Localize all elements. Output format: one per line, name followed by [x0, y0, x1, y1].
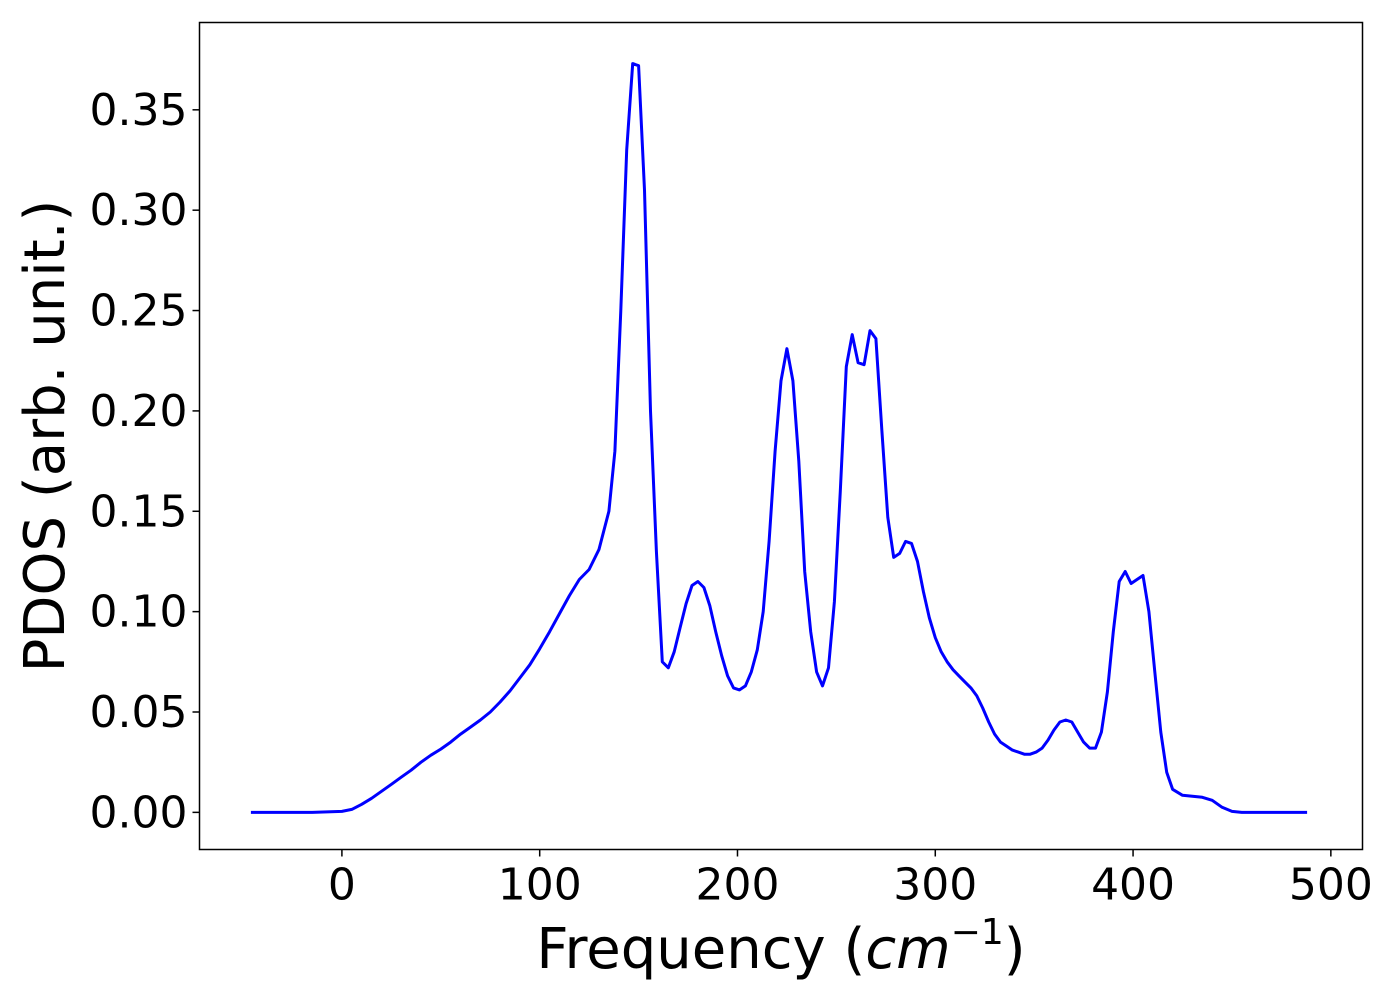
- plot-frame: [198, 21, 1364, 851]
- x-tick-label: 500: [1289, 860, 1373, 911]
- x-tick-label: 300: [893, 860, 977, 911]
- x-axis-label: Frequency (cm−1): [536, 912, 1025, 982]
- x-tick-label: 200: [695, 860, 779, 911]
- x-tick-label: 100: [498, 860, 582, 911]
- x-axis-label-exponent: −1: [951, 912, 1004, 953]
- y-tick-label: 0.15: [90, 486, 188, 537]
- y-tick-label: 0.00: [90, 787, 188, 838]
- series-line: [250, 62, 1308, 814]
- y-tick-label: 0.30: [90, 185, 188, 236]
- x-tick-label: 0: [328, 860, 356, 911]
- x-tick-label: 400: [1091, 860, 1175, 911]
- y-axis-label: PDOS (arb. unit.): [13, 200, 78, 673]
- y-tick-label: 0.10: [90, 587, 188, 638]
- x-axis-label-unit: cm: [865, 917, 950, 982]
- x-axis-label-text: Frequency: [536, 917, 825, 982]
- y-tick-label: 0.35: [90, 85, 188, 136]
- y-tick-label: 0.05: [90, 687, 188, 738]
- x-axis-ticks: 0 100 200 300 400 500: [328, 849, 1373, 911]
- y-tick-label: 0.20: [90, 386, 188, 437]
- y-axis-ticks: 0.00 0.05 0.10 0.15 0.20 0.25 0.30 0.35: [90, 85, 200, 838]
- y-tick-label: 0.25: [90, 286, 188, 337]
